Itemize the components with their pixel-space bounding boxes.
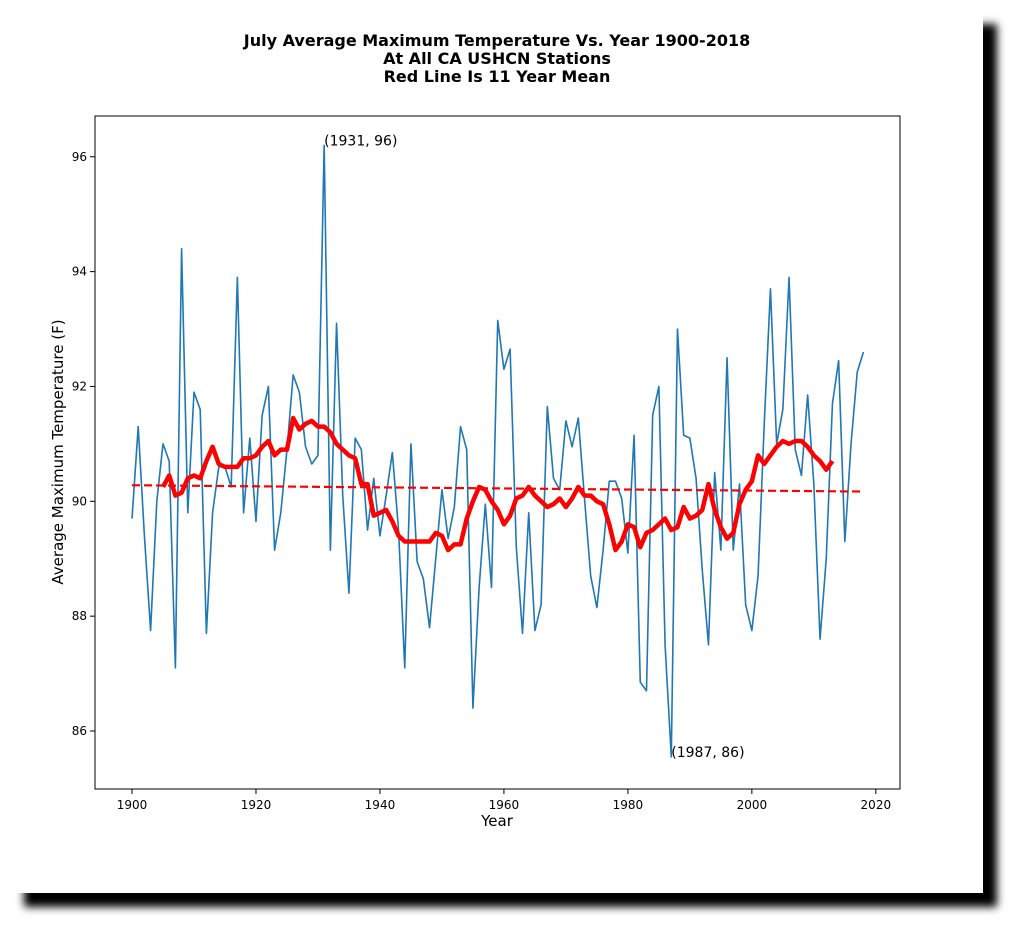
series-line [161, 415, 835, 553]
y-tick-label: 96 [72, 150, 87, 164]
y-tick-label: 88 [72, 609, 87, 623]
x-tick-label: 1980 [613, 798, 644, 812]
annotation: (1931, 96) [324, 133, 397, 149]
x-tick-label: 2000 [737, 798, 768, 812]
plot-frame [94, 115, 901, 790]
x-axis-label: Year [480, 812, 514, 830]
card [10, 10, 983, 893]
x-tick-label: 1940 [365, 798, 396, 812]
chart-title: July Average Maximum Temperature Vs. Yea… [243, 31, 750, 50]
trend-line [132, 484, 864, 493]
y-tick-label: 90 [72, 494, 87, 508]
x-tick-label: 1960 [489, 798, 520, 812]
y-tick-label: 92 [72, 379, 87, 393]
series-line [131, 144, 865, 758]
chart-subtitle: At All CA USHCN Stations [383, 49, 611, 68]
x-tick-label: 2020 [861, 798, 892, 812]
y-tick-label: 94 [72, 265, 87, 279]
y-tick-label: 86 [72, 724, 87, 738]
x-tick-label: 1920 [241, 798, 272, 812]
annotation: (1987, 86) [671, 745, 744, 761]
x-tick-label: 1900 [117, 798, 148, 812]
chart-subtitle: Red Line Is 11 Year Mean [384, 67, 611, 86]
y-axis-label: Average Maximum Temperature (F) [49, 319, 67, 584]
